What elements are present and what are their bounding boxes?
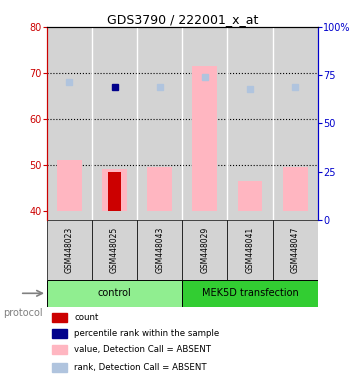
Bar (238, 181, 262, 211)
Bar (102, 169, 127, 211)
Bar (52, 313, 67, 322)
Bar (137, 27, 182, 220)
Bar (52, 329, 67, 338)
Bar (182, 280, 318, 307)
Text: count: count (74, 313, 99, 322)
Bar (108, 172, 121, 211)
Bar (57, 160, 82, 211)
Text: protocol: protocol (4, 308, 43, 318)
Text: value, Detection Call = ABSENT: value, Detection Call = ABSENT (74, 346, 211, 354)
Text: MEK5D transfection: MEK5D transfection (201, 288, 299, 298)
Bar (47, 27, 92, 220)
Text: percentile rank within the sample: percentile rank within the sample (74, 329, 219, 338)
Text: rank, Detection Call = ABSENT: rank, Detection Call = ABSENT (74, 364, 206, 372)
Text: GSM448023: GSM448023 (65, 227, 74, 273)
Text: GSM448041: GSM448041 (245, 227, 255, 273)
Bar (52, 364, 67, 372)
Bar (192, 66, 217, 211)
Text: GSM448025: GSM448025 (110, 227, 119, 273)
Bar (227, 27, 273, 220)
Bar (137, 220, 182, 280)
Bar (273, 27, 318, 220)
Bar (182, 27, 227, 220)
Text: GSM448043: GSM448043 (155, 227, 164, 273)
Text: GSM448029: GSM448029 (200, 227, 209, 273)
Title: GDS3790 / 222001_x_at: GDS3790 / 222001_x_at (106, 13, 258, 26)
Bar (273, 220, 318, 280)
Text: GSM448047: GSM448047 (291, 227, 300, 273)
Bar (47, 280, 182, 307)
Bar (227, 220, 273, 280)
Text: control: control (98, 288, 131, 298)
Bar (47, 220, 92, 280)
Bar (283, 167, 308, 211)
Bar (182, 220, 227, 280)
Bar (92, 220, 137, 280)
Bar (92, 27, 137, 220)
Bar (52, 345, 67, 354)
Bar (147, 167, 172, 211)
